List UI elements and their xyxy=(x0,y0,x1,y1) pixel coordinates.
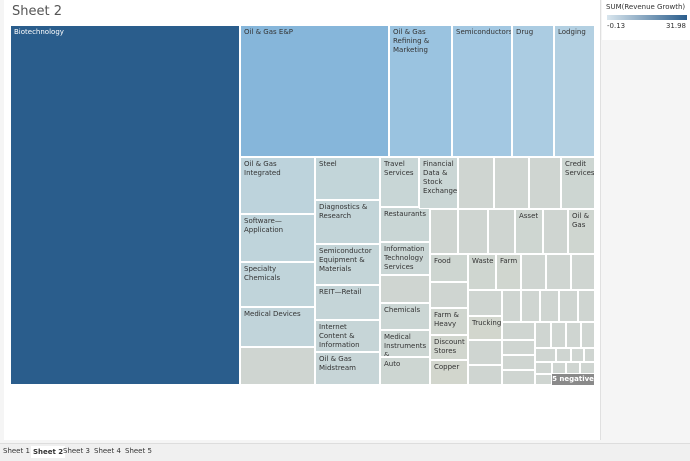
sheet-tab[interactable]: Sheet 1 xyxy=(3,447,30,455)
treemap-tile[interactable] xyxy=(458,209,488,254)
treemap-tile[interactable]: Discount Stores xyxy=(430,335,468,360)
sheet-tab[interactable]: Sheet 3 xyxy=(63,447,90,455)
treemap-tile[interactable]: Farm & Heavy xyxy=(430,308,468,335)
treemap-tile[interactable] xyxy=(430,209,458,254)
treemap-tile[interactable]: Internet Content & Information xyxy=(315,320,380,352)
sheet-tab[interactable]: Sheet 5 xyxy=(125,447,152,455)
color-legend: SUM(Revenue Growth) -0.13 31.98 xyxy=(602,0,690,40)
treemap-tile[interactable]: Financial Data & Stock Exchanges xyxy=(419,157,458,209)
treemap-tile[interactable] xyxy=(566,322,581,348)
treemap-tile[interactable] xyxy=(502,322,535,340)
treemap-tile[interactable]: Specialty Chemicals xyxy=(240,262,315,307)
treemap-tile[interactable] xyxy=(430,282,468,308)
treemap-tile[interactable] xyxy=(535,322,551,348)
treemap-tile[interactable] xyxy=(502,355,535,370)
treemap-tile[interactable]: Semiconductor Equipment & Materials xyxy=(315,244,380,285)
treemap-tile[interactable]: Lodging xyxy=(554,25,595,157)
treemap-tile[interactable]: Medical Devices xyxy=(240,307,315,347)
treemap-tile[interactable]: Oil & Gas Midstream xyxy=(315,352,380,385)
treemap-tile[interactable] xyxy=(488,209,515,254)
treemap-tile[interactable] xyxy=(571,254,595,290)
treemap-tile[interactable] xyxy=(535,362,552,374)
treemap-tile[interactable]: Food xyxy=(430,254,468,282)
treemap-tile[interactable]: Asset xyxy=(515,209,543,254)
legend-title: SUM(Revenue Growth) xyxy=(606,3,686,11)
treemap-tile[interactable] xyxy=(494,157,529,209)
treemap-tile[interactable]: Restaurants xyxy=(380,207,430,242)
treemap-tile[interactable]: Copper xyxy=(430,360,468,385)
treemap-tile[interactable] xyxy=(578,290,595,322)
treemap-tile[interactable] xyxy=(458,157,494,209)
negative-badge[interactable]: 5 negative xyxy=(552,374,594,385)
sheet-tab[interactable]: Sheet 4 xyxy=(94,447,121,455)
treemap-tile[interactable] xyxy=(502,340,535,355)
treemap-tile[interactable]: Semiconductors xyxy=(452,25,512,157)
treemap-tile[interactable]: Oil & Gas xyxy=(568,209,595,254)
treemap-tile[interactable] xyxy=(546,254,571,290)
treemap-tile[interactable] xyxy=(556,348,571,362)
treemap-tile[interactable] xyxy=(581,322,595,348)
treemap-tile[interactable] xyxy=(571,348,584,362)
treemap-tile[interactable] xyxy=(468,290,502,316)
treemap-tile[interactable] xyxy=(521,254,546,290)
treemap-tile[interactable]: Oil & Gas Refining & Marketing xyxy=(389,25,452,157)
treemap-tile[interactable] xyxy=(380,275,430,303)
treemap-tile[interactable]: Oil & Gas E&P xyxy=(240,25,389,157)
treemap-tile[interactable]: Information Technology Services xyxy=(380,242,430,275)
treemap-tile[interactable]: Medical Instruments & xyxy=(380,330,430,357)
treemap-tile[interactable]: Waste xyxy=(468,254,496,290)
treemap-tile[interactable]: REIT—Retail xyxy=(315,285,380,320)
sheet-tab[interactable]: Sheet 2 xyxy=(31,446,66,458)
treemap-tile[interactable] xyxy=(535,374,552,385)
treemap-tile[interactable] xyxy=(240,347,315,385)
legend-gradient xyxy=(607,15,687,20)
treemap-tile[interactable] xyxy=(468,340,502,365)
treemap-tile[interactable] xyxy=(584,348,595,362)
treemap: Biotechnology Oil & Gas E&P Oil & Gas Refi… xyxy=(10,25,595,385)
treemap-tile[interactable]: Oil & Gas Integrated xyxy=(240,157,315,214)
treemap-tile[interactable] xyxy=(468,365,502,385)
treemap-tile[interactable]: Diagnostics & Research xyxy=(315,200,380,244)
treemap-tile[interactable] xyxy=(521,290,540,322)
treemap-tile[interactable] xyxy=(529,157,561,209)
treemap-tile[interactable] xyxy=(502,370,535,385)
treemap-tile[interactable]: Drug xyxy=(512,25,554,157)
treemap-tile[interactable] xyxy=(543,209,568,254)
treemap-tile[interactable]: Credit Services xyxy=(561,157,595,209)
treemap-tile[interactable] xyxy=(559,290,578,322)
treemap-tile[interactable]: Trucking xyxy=(468,316,502,340)
treemap-tile[interactable] xyxy=(580,362,595,374)
treemap-tile[interactable] xyxy=(566,362,580,374)
treemap-tile[interactable]: Software—Application xyxy=(240,214,315,262)
treemap-tile[interactable]: Travel Services xyxy=(380,157,419,207)
treemap-tile[interactable] xyxy=(540,290,559,322)
treemap-tile[interactable]: Biotechnology xyxy=(10,25,240,385)
treemap-tile[interactable] xyxy=(552,362,566,374)
treemap-tile[interactable]: Chemicals xyxy=(380,303,430,330)
treemap-tile[interactable] xyxy=(535,348,556,362)
treemap-tile[interactable]: Farm xyxy=(496,254,521,290)
treemap-tile[interactable]: Auto xyxy=(380,357,430,385)
treemap-tile[interactable] xyxy=(502,290,521,322)
sheet-tabs: Sheet 1 Sheet 2 Sheet 3 Sheet 4 Sheet 5 xyxy=(0,443,690,461)
legend-max: 31.98 xyxy=(665,22,686,30)
legend-min: -0.13 xyxy=(607,22,626,30)
treemap-tile[interactable] xyxy=(551,322,566,348)
sheet-title: Sheet 2 xyxy=(12,4,62,19)
treemap-tile[interactable]: Steel xyxy=(315,157,380,200)
